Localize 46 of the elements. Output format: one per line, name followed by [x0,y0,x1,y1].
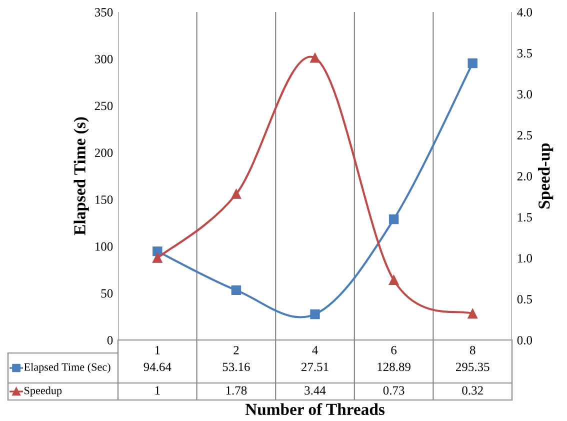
data-label: 128.89 [378,362,410,372]
y2-tick-label: 3.0 [517,90,532,99]
data-label: 27.51 [301,362,328,372]
x-axis-title: Number of Threads [245,403,385,416]
point [310,309,320,320]
x-tick-label: 6 [391,346,397,354]
data-label: 295.35 [456,362,490,372]
data-label: 3.44 [304,386,326,395]
data-label: 53.16 [222,362,250,372]
x-tick-label: 4 [312,346,318,354]
data-label: 0.32 [462,386,483,395]
y2-tick-label: 4.0 [517,8,532,17]
point [468,308,478,319]
y-tick-label: 50 [101,289,113,298]
legend-label: Elapsed Time (Sec) [24,362,110,374]
legend-label: Speedup [24,386,62,397]
point [231,189,242,199]
y2-tick-label: 0.0 [517,336,532,345]
y2-tick-label: 2.0 [517,172,532,181]
data-label: 94.64 [144,362,172,372]
point [310,53,320,63]
point [468,58,478,68]
y2-tick-label: 3.5 [517,49,532,58]
y2-tick-label: 1.0 [518,254,532,263]
y-axis-title: Elapsed Time (s) [74,117,89,236]
data-label: 0.73 [383,386,404,395]
y-tick-label: 0 [107,336,113,344]
y-tick-label: 350 [94,8,113,16]
x-tick-label: 8 [470,346,476,354]
y2-tick-label: 2.5 [517,131,532,140]
y-tick-label: 100 [95,242,113,251]
y2-axis-title: Speed-up [538,143,554,208]
y-tick-label: 200 [94,148,113,158]
y2-tick-label: 1.5 [518,213,532,222]
point [388,275,399,285]
y-tick-label: 300 [94,54,113,64]
x-tick-label: 1 [155,346,160,354]
point [388,214,399,224]
y-tick-label: 250 [94,102,113,110]
point [231,285,242,296]
y2-tick-label: 0.5 [517,295,532,304]
y-tick-label: 150 [95,195,113,204]
x-tick-label: 2 [234,346,239,354]
data-label: 1.78 [226,386,247,395]
point [152,253,162,263]
data-label: 1 [155,386,160,395]
